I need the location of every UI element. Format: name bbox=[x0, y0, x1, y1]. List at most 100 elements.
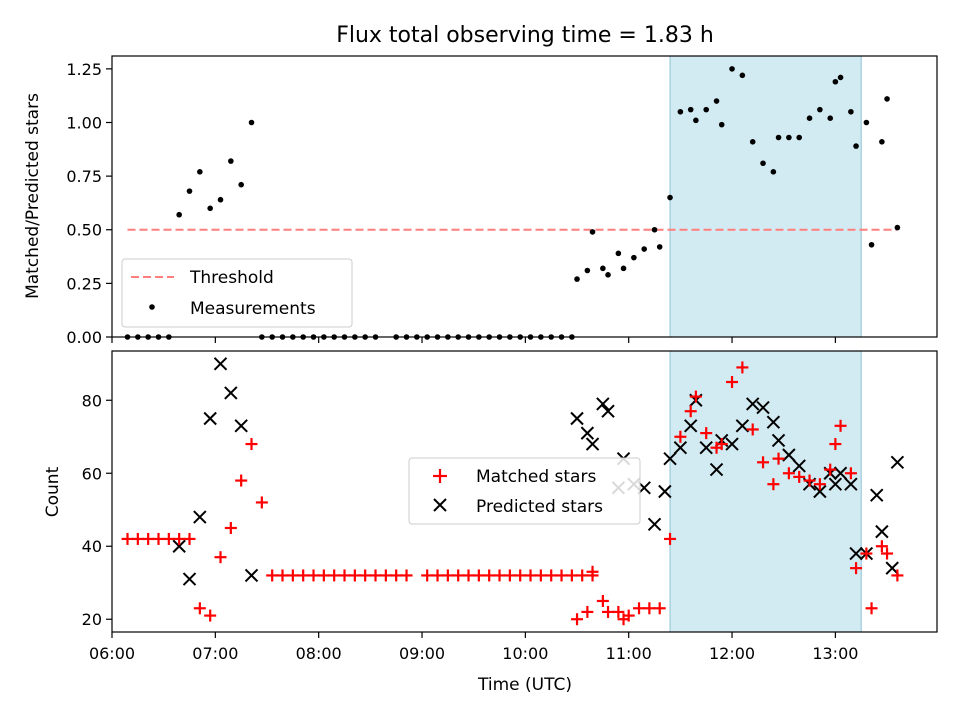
ratio-y-axis-label: Matched/Predicted stars bbox=[23, 93, 43, 299]
predicted-star-point bbox=[683, 419, 698, 433]
measurement-point bbox=[620, 265, 627, 272]
measurement-point bbox=[832, 78, 839, 85]
count-y-tick-label: 60 bbox=[82, 464, 102, 483]
matched-star-point bbox=[514, 569, 527, 582]
predicted-star-point bbox=[828, 477, 843, 491]
ratio-shaded-span bbox=[669, 55, 862, 338]
matched-star-point bbox=[317, 569, 330, 582]
matched-star-point bbox=[421, 569, 434, 582]
count-legend-predicted-swatch bbox=[433, 498, 447, 512]
predicted-star-point bbox=[833, 466, 848, 480]
predicted-star-point bbox=[182, 572, 197, 586]
matched-star-point bbox=[276, 569, 289, 582]
ratio-y-tick-label: 0.75 bbox=[66, 167, 102, 186]
matched-star-point bbox=[865, 602, 878, 615]
matched-star-point bbox=[643, 602, 656, 615]
measurement-point bbox=[817, 106, 823, 113]
measurement-point bbox=[589, 229, 596, 235]
measurement-point bbox=[641, 246, 648, 252]
predicted-star-point bbox=[849, 546, 863, 561]
predicted-star-point bbox=[224, 386, 238, 400]
matched-star-point bbox=[462, 569, 475, 582]
matched-star-point bbox=[674, 430, 687, 443]
matched-star-point bbox=[472, 569, 485, 582]
measurement-point bbox=[749, 139, 756, 145]
matched-star-point bbox=[834, 419, 847, 432]
predicted-star-point bbox=[771, 433, 786, 448]
measurement-point bbox=[687, 106, 694, 113]
matched-star-point bbox=[793, 470, 806, 483]
predicted-star-point bbox=[570, 411, 584, 426]
measurement-point bbox=[600, 265, 606, 272]
predicted-star-point bbox=[709, 462, 724, 477]
measurement-point bbox=[228, 158, 234, 164]
matched-star-point bbox=[369, 569, 382, 582]
matched-star-point bbox=[891, 569, 904, 582]
measurement-point bbox=[693, 117, 699, 124]
predicted-star-point bbox=[890, 455, 905, 470]
count-panel: 20 40 60 80 06:00 07:00 08:00 09:00 10:00 11:00 12… bbox=[43, 350, 938, 695]
matched-star-point bbox=[689, 390, 702, 403]
matched-star-point bbox=[204, 609, 217, 622]
matched-star-point bbox=[757, 456, 770, 469]
matched-star-point bbox=[565, 569, 578, 582]
matched-star-point bbox=[844, 467, 857, 480]
measurement-point bbox=[729, 66, 735, 72]
predicted-star-point bbox=[647, 517, 662, 532]
matched-star-point bbox=[726, 376, 739, 389]
measurement-point bbox=[863, 119, 870, 126]
predicted-star-point bbox=[580, 426, 595, 440]
matched-star-point bbox=[173, 532, 186, 545]
matched-star-point bbox=[576, 569, 589, 582]
measurement-point bbox=[186, 188, 193, 194]
matched-star-point bbox=[307, 569, 320, 582]
count-y-axis-label: Count bbox=[43, 466, 63, 517]
matched-star-point bbox=[875, 540, 888, 553]
matched-star-point bbox=[328, 569, 341, 582]
measurement-point bbox=[853, 143, 859, 149]
count-legend-matched-label: Matched stars bbox=[476, 467, 596, 487]
predicted-star-point bbox=[699, 441, 713, 455]
count-legend: Matched stars Predicted stars bbox=[408, 457, 641, 525]
predicted-star-point bbox=[203, 411, 217, 426]
matched-star-point bbox=[121, 532, 134, 545]
matched-star-point bbox=[581, 605, 594, 618]
matched-star-point bbox=[545, 569, 558, 582]
matched-star-point bbox=[286, 569, 299, 582]
ratio-panel: 0.00 0.25 0.50 0.75 1.00 1.25 Matched/Predict… bbox=[23, 55, 938, 347]
measurement-point bbox=[605, 271, 611, 278]
predicted-star-point bbox=[782, 448, 796, 462]
ratio-legend-threshold-label: Threshold bbox=[189, 268, 274, 288]
matched-star-point bbox=[829, 438, 842, 451]
matched-star-point bbox=[235, 474, 248, 487]
matched-star-point bbox=[183, 532, 196, 545]
predicted-star-point bbox=[601, 404, 615, 418]
matched-star-point bbox=[715, 438, 728, 451]
predicted-star-point bbox=[663, 451, 677, 466]
measurement-point bbox=[615, 250, 622, 257]
ratio-y-tick-label: 0.50 bbox=[66, 221, 102, 240]
matched-star-point bbox=[431, 569, 444, 582]
count-plot-frame bbox=[111, 350, 938, 633]
matched-star-point bbox=[441, 569, 454, 582]
predicted-star-point bbox=[596, 397, 610, 411]
count-x-tick-label: 11:00 bbox=[606, 644, 652, 663]
predicted-star-point bbox=[870, 488, 884, 502]
measurement-point bbox=[770, 169, 777, 175]
count-x-tick-label: 07:00 bbox=[192, 644, 238, 663]
matched-star-point bbox=[746, 423, 759, 436]
ratio-plot-frame bbox=[111, 55, 938, 338]
ratio-legend-measurements-label: Measurements bbox=[190, 299, 316, 319]
count-x-tick-label: 13:00 bbox=[812, 644, 858, 663]
measurement-point bbox=[718, 121, 725, 128]
matched-star-point bbox=[602, 605, 615, 618]
predicted-star-point bbox=[172, 539, 186, 553]
count-x-axis-label: Time (UTC) bbox=[477, 675, 572, 695]
matched-star-point bbox=[653, 602, 666, 615]
measurement-point bbox=[631, 254, 637, 261]
measurement-point bbox=[884, 96, 890, 102]
matched-star-point bbox=[596, 594, 609, 607]
matched-star-point bbox=[860, 547, 873, 560]
measurement-point bbox=[837, 74, 844, 81]
measurement-point bbox=[677, 108, 684, 115]
